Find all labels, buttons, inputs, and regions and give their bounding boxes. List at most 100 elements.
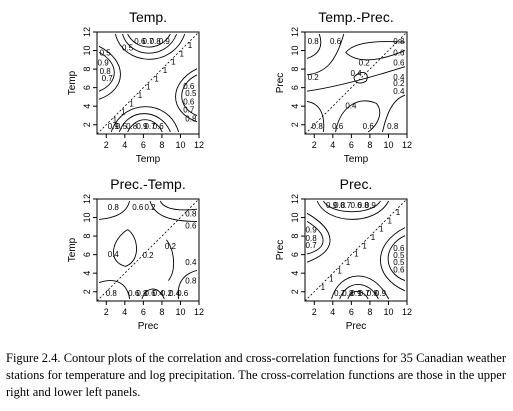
contour-label: 0.8 bbox=[185, 115, 197, 124]
diagonal-label: 1 bbox=[146, 83, 151, 92]
diagonal-label: 1 bbox=[163, 66, 168, 75]
y-tick-label: 4 bbox=[82, 271, 92, 276]
y-tick-label: 8 bbox=[290, 234, 300, 239]
x-tick-label: 4 bbox=[122, 307, 127, 317]
panel-title: Temp.-Prec. bbox=[318, 9, 393, 25]
contour-label: 0.2 bbox=[165, 242, 177, 251]
x-axis-label: Prec bbox=[346, 321, 367, 332]
contour-label: 0.6 bbox=[132, 203, 144, 212]
diagonal-label: 1 bbox=[138, 91, 143, 100]
contour-label: 0.6 bbox=[330, 37, 342, 46]
contour-label: 0.8 bbox=[308, 37, 320, 46]
contour-label: 0.8 bbox=[106, 289, 118, 298]
y-tick-label: 6 bbox=[82, 85, 92, 90]
y-tick-label: 8 bbox=[82, 234, 92, 239]
panel-4: Prec.2 4 6 8 10 1224681012PrecPrec11111111110… bbox=[275, 176, 412, 332]
contour-label: 0.6 bbox=[393, 48, 405, 57]
contour-label: 0.7 bbox=[102, 74, 114, 83]
contour-label: 0.2 bbox=[308, 73, 320, 82]
contour-area: 0.8 0.60.20.80.60.40.20.40.8 0.6 0.6 0.80.40… bbox=[305, 32, 407, 134]
x-tick-label: 6 bbox=[349, 307, 354, 317]
diagonal-label: 1 bbox=[129, 99, 134, 108]
contour-label: 0.2 bbox=[359, 59, 371, 68]
contour-area: 11111111110.90.80.7 0.60.80.90.90.80.7 0.6… bbox=[305, 199, 407, 301]
diagonal-label: 1 bbox=[387, 216, 392, 225]
y-tick-label: 10 bbox=[82, 213, 92, 223]
diagonal-label: 1 bbox=[154, 74, 159, 83]
y-tick-label: 10 bbox=[290, 213, 300, 223]
x-tick-label: 6 bbox=[141, 140, 146, 150]
diagonal-label: 1 bbox=[354, 250, 359, 259]
contour-label: 0.6 bbox=[393, 265, 405, 274]
contour-label: 0.4 bbox=[108, 250, 120, 259]
contour-label: 0.8 bbox=[387, 122, 399, 131]
contour-label: 0.4 bbox=[393, 87, 405, 96]
y-tick-label: 6 bbox=[290, 252, 300, 257]
diagonal-label: 1 bbox=[329, 275, 334, 284]
diagonal-label: 1 bbox=[321, 283, 326, 292]
y-tick-label: 4 bbox=[82, 104, 92, 109]
x-tick-label: 6 bbox=[141, 307, 146, 317]
x-tick-label: 2 bbox=[312, 307, 317, 317]
contour-area: 11111111110.60.70.80.90.50.90.80.70.60.5… bbox=[97, 32, 199, 134]
x-tick-label: 8 bbox=[367, 307, 372, 317]
diagonal-label: 1 bbox=[121, 108, 126, 117]
contour-label: 0.2 bbox=[144, 203, 156, 212]
contour-label: 0.9 bbox=[159, 37, 171, 46]
x-tick-label: 4 bbox=[122, 140, 127, 150]
panel-2: Temp.-Prec. 2 4 6 8 10 12 2 4 6 8 10 12 Temp Prec 0.8 0.… bbox=[275, 9, 412, 165]
contour-label: 0.9 bbox=[375, 289, 387, 298]
y-tick-label: 10 bbox=[290, 46, 300, 56]
contour-label: 0.7 bbox=[306, 241, 318, 250]
y-tick-label: 8 bbox=[290, 67, 300, 72]
x-axis-label: Prec bbox=[138, 321, 159, 332]
x-tick-label: 12 bbox=[194, 307, 204, 317]
diagonal-label: 1 bbox=[371, 233, 376, 242]
contour-label: 0.6 bbox=[332, 122, 344, 131]
x-tick-label: 10 bbox=[175, 140, 185, 150]
contour-label: 0.4 bbox=[350, 69, 362, 78]
contour-label: 0.7 bbox=[183, 106, 195, 115]
y-tick-label: 4 bbox=[290, 271, 300, 276]
x-tick-label: 8 bbox=[159, 307, 164, 317]
contour-label: 0.6 bbox=[153, 122, 165, 131]
x-tick-label: 10 bbox=[383, 140, 393, 150]
contour-label: 0.8 bbox=[312, 122, 324, 131]
y-axis-label: Prec bbox=[275, 240, 286, 261]
x-tick-label: 2 bbox=[104, 307, 109, 317]
y-tick-label: 6 bbox=[82, 252, 92, 257]
x-tick-label: 8 bbox=[367, 140, 372, 150]
contour-label: 0.2 bbox=[393, 79, 405, 88]
diagonal-label: 1 bbox=[362, 241, 367, 250]
diagonal-label: 1 bbox=[179, 49, 184, 58]
x-tick-label: 8 bbox=[159, 140, 164, 150]
contour-label: 0.6 bbox=[393, 59, 405, 68]
y-axis-label: Temp bbox=[67, 70, 78, 95]
diagonal-label: 1 bbox=[337, 266, 342, 275]
diagonal-label: 1 bbox=[379, 225, 384, 234]
x-tick-label: 10 bbox=[383, 307, 393, 317]
y-tick-label: 6 bbox=[290, 85, 300, 90]
x-tick-label: 2 bbox=[312, 140, 317, 150]
panel-title: Temp. bbox=[129, 9, 167, 25]
x-tick-label: 12 bbox=[402, 140, 412, 150]
contour-line bbox=[113, 230, 136, 267]
y-tick-label: 12 bbox=[290, 27, 300, 37]
x-tick-label: 12 bbox=[194, 140, 204, 150]
y-tick-label: 2 bbox=[82, 122, 92, 127]
panel-1: Temp.2 4 6 8 10 1224681012TempTemp11111111110… bbox=[67, 9, 204, 165]
contour-label: 0.4 bbox=[185, 258, 197, 267]
y-tick-label: 2 bbox=[290, 289, 300, 294]
contour-label: 0.8 bbox=[393, 37, 405, 46]
diagonal-label: 1 bbox=[188, 41, 193, 50]
contour-label: 0.8 bbox=[108, 203, 120, 212]
x-tick-label: 4 bbox=[330, 140, 335, 150]
x-axis-label: Temp bbox=[344, 154, 369, 165]
x-tick-label: 10 bbox=[175, 307, 185, 317]
contour-label: 0.6 bbox=[185, 222, 197, 231]
diagonal-label: 1 bbox=[171, 58, 176, 67]
y-axis-label: Prec bbox=[275, 73, 286, 94]
contour-label: 0.8 bbox=[185, 277, 197, 286]
contour-label: 0.4 bbox=[345, 101, 357, 110]
